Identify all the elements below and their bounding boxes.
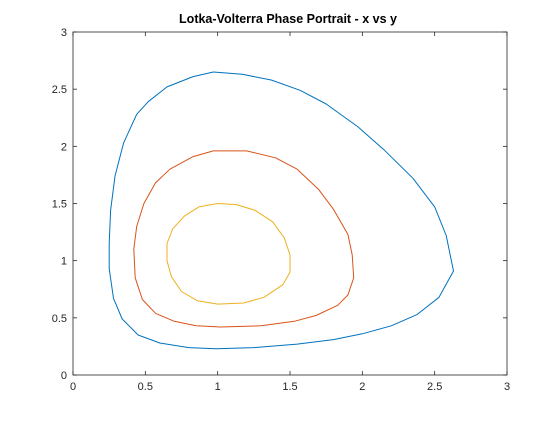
x-tick-label: 3	[504, 381, 510, 393]
series-layer	[108, 71, 454, 350]
y-tick-label: 3	[61, 27, 67, 39]
orbit-line-1	[108, 71, 454, 350]
y-tick-label: 1.5	[52, 199, 67, 211]
y-tick-label: 2.5	[52, 84, 67, 96]
y-tick-label: 0	[61, 370, 67, 382]
x-tick-label: 2	[359, 381, 365, 393]
x-tick-label: 0.5	[138, 381, 153, 393]
x-tick-label: 0	[70, 381, 76, 393]
orbit-line-3	[166, 203, 291, 305]
orbit-line-2	[133, 150, 355, 328]
y-tick-label: 1	[61, 256, 67, 268]
y-axis: 0 0.5 1 1.5 2 2.5 3	[52, 27, 507, 382]
x-tick-label: 1	[215, 381, 221, 393]
x-tick-label: 2.5	[427, 381, 442, 393]
y-tick-label: 2	[61, 141, 67, 153]
chart-title: Lotka-Volterra Phase Portrait - x vs y	[179, 12, 397, 26]
x-axis: 0 0.5 1 1.5 2 2.5 3	[70, 32, 510, 393]
y-tick-label: 0.5	[52, 313, 67, 325]
plot-area	[72, 31, 508, 376]
x-tick-label: 1.5	[282, 381, 297, 393]
